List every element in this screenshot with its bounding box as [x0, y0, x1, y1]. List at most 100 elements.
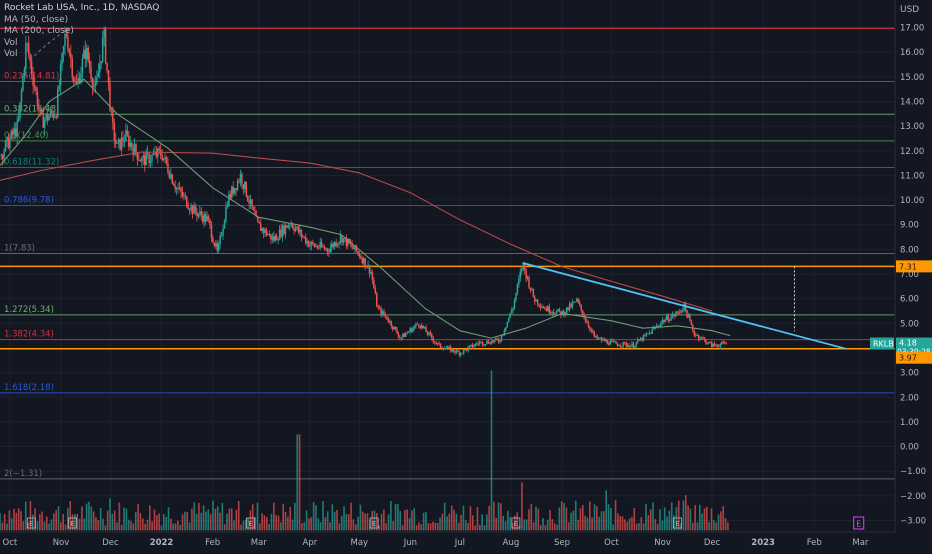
volume-bar: [689, 508, 692, 531]
volume-bar: [343, 506, 345, 531]
symbol-tag-bg: [870, 337, 894, 350]
volume-bar: [577, 519, 579, 531]
volume-bar: [43, 521, 46, 531]
volume-bar: [464, 520, 467, 531]
fib-level-label: 0.5(12.40): [4, 131, 48, 141]
candle-body: [28, 43, 30, 55]
candle-body: [283, 225, 285, 235]
legend-ma50[interactable]: MA (50, close): [4, 14, 69, 25]
legend-vol-1[interactable]: Vol: [4, 37, 18, 48]
candle-body: [51, 110, 53, 114]
candle-body: [83, 49, 85, 59]
volume-bar: [567, 522, 570, 531]
volume-bar: [558, 507, 561, 531]
candle-body: [608, 343, 610, 345]
candle-body: [125, 130, 127, 141]
candle-body: [705, 339, 707, 344]
candle-body: [713, 343, 716, 346]
volume-bar: [462, 505, 465, 531]
candle-body: [6, 137, 8, 142]
candle-body: [220, 235, 223, 237]
y-tick-label: 7.00: [900, 270, 919, 280]
volume-bar: [132, 523, 135, 531]
candle-body: [46, 113, 49, 121]
volume-bar: [596, 506, 598, 531]
earnings-marker: [511, 517, 521, 529]
candle-body: [712, 343, 714, 348]
candle-body: [336, 243, 339, 246]
volume-bar: [682, 500, 685, 531]
volume-bar: [352, 519, 355, 531]
candle-body: [515, 293, 517, 301]
candle-body: [244, 181, 246, 189]
volume-bar: [36, 521, 39, 531]
candle-body: [151, 154, 153, 161]
candle-body: [467, 346, 469, 351]
candle-body: [623, 342, 626, 343]
volume-bar: [294, 502, 296, 531]
ma200-line: [0, 151, 713, 312]
volume-bar: [62, 514, 64, 531]
candle-body: [36, 91, 39, 107]
candle-body: [709, 341, 711, 343]
candle-body: [412, 328, 414, 332]
candle-body: [552, 312, 555, 314]
candle-body: [581, 310, 584, 316]
candle-body: [455, 350, 458, 353]
candle-body: [206, 216, 208, 222]
legend-ma200[interactable]: MA (200, close): [4, 26, 74, 36]
candle-body: [429, 332, 432, 335]
candle-body: [399, 337, 401, 339]
candle-body: [618, 345, 620, 347]
y-tick-label: 8.00: [900, 245, 919, 255]
candle-body: [403, 333, 406, 337]
volume-bar: [448, 513, 451, 531]
volume-bar: [684, 495, 687, 531]
volume-bar: [24, 501, 27, 531]
earnings-marker: [26, 517, 36, 529]
volume-bar: [184, 511, 186, 531]
volume-bar: [364, 513, 366, 531]
volume-bar: [570, 512, 572, 531]
volume-bar: [392, 521, 395, 531]
x-tick-label: 2022: [150, 538, 174, 548]
candle-body: [126, 130, 129, 136]
price-axis-background: [895, 0, 932, 550]
candle-body: [625, 342, 627, 347]
volume-bar: [621, 516, 624, 531]
volume-bar: [186, 512, 189, 531]
candle-body: [471, 344, 474, 348]
candle-body: [112, 110, 114, 124]
candle-body: [173, 183, 175, 186]
candle-body: [144, 155, 146, 166]
volume-bar: [209, 514, 212, 531]
candle-body: [490, 340, 493, 345]
candle-body: [284, 225, 287, 235]
volume-bar: [78, 518, 81, 531]
volume-bar: [139, 512, 142, 531]
y-tick-label: 12.00: [900, 147, 924, 157]
volume-bar: [97, 520, 100, 531]
volume-bar: [280, 522, 282, 531]
candle-body: [341, 235, 343, 243]
candle-body: [262, 228, 265, 234]
volume-bar: [235, 509, 238, 531]
candle-body: [238, 180, 240, 182]
candle-body: [290, 224, 292, 226]
volume-bar: [404, 509, 406, 531]
candle-body: [426, 332, 429, 335]
volume-bar: [476, 507, 479, 531]
candle-body: [55, 116, 58, 118]
candle-body: [312, 242, 314, 244]
volume-bar: [574, 500, 577, 531]
legend-vol-2[interactable]: Vol: [4, 49, 18, 59]
volume-bar: [457, 522, 460, 531]
y-tick-label: 3.00: [900, 369, 919, 379]
volume-bar: [6, 523, 8, 531]
volume-bar: [708, 522, 710, 531]
volume-bar: [345, 514, 348, 531]
volume-bar: [397, 503, 399, 531]
candle-body: [605, 340, 607, 342]
